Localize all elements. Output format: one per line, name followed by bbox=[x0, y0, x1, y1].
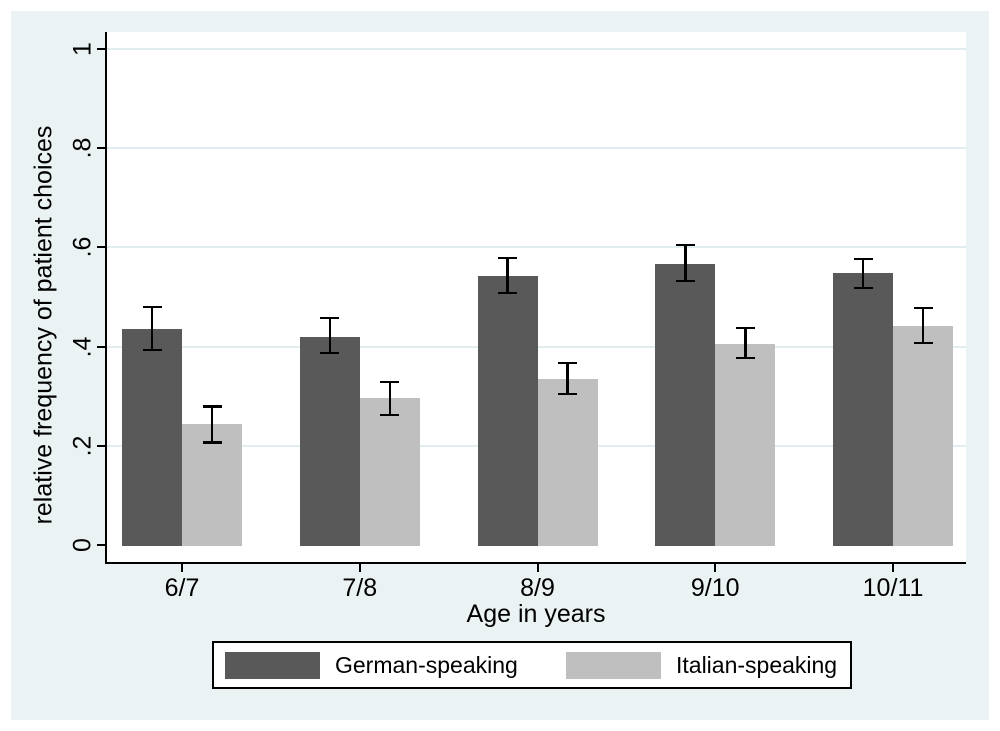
error-bar-cap bbox=[320, 351, 340, 355]
bar-german bbox=[833, 273, 893, 546]
error-bar-cap bbox=[675, 243, 695, 247]
legend-label-italian: Italian-speaking bbox=[676, 652, 838, 678]
bar-german bbox=[299, 337, 360, 546]
x-tick bbox=[358, 564, 361, 572]
y-tick bbox=[97, 444, 105, 447]
legend-label-german: German-speaking bbox=[335, 652, 518, 678]
error-bar-cap bbox=[913, 341, 933, 345]
error-bar-line bbox=[328, 317, 331, 354]
bar-italian bbox=[893, 325, 953, 546]
bar-italian bbox=[359, 398, 420, 546]
error-bar-cap bbox=[675, 279, 695, 283]
gridline bbox=[107, 147, 966, 150]
y-tick bbox=[97, 48, 105, 50]
x-tick bbox=[714, 564, 717, 572]
x-tick-label: 6/7 bbox=[164, 574, 200, 602]
x-tick-label: 8/9 bbox=[520, 574, 555, 602]
error-bar-cap bbox=[498, 291, 517, 295]
legend-swatch-german bbox=[225, 652, 320, 679]
y-axis-title: relative frequency of patient choices bbox=[29, 125, 58, 525]
error-bar-cap bbox=[735, 356, 755, 359]
x-tick-label: 7/8 bbox=[342, 574, 378, 602]
gridline bbox=[107, 246, 966, 249]
y-tick-label: .6 bbox=[68, 236, 97, 258]
bar-german bbox=[477, 276, 538, 546]
error-bar-line bbox=[566, 362, 569, 395]
error-bar-line bbox=[921, 307, 925, 344]
x-axis-title: Age in years bbox=[466, 600, 606, 628]
y-tick-label: 0 bbox=[68, 538, 97, 552]
y-tick-label: .8 bbox=[68, 137, 97, 159]
error-bar-cap bbox=[498, 256, 517, 260]
error-bar-line bbox=[684, 244, 687, 282]
x-axis-line bbox=[105, 562, 966, 564]
error-bar-line bbox=[506, 257, 509, 294]
error-bar-cap bbox=[558, 392, 577, 396]
error-bar-line bbox=[744, 327, 747, 358]
y-tick bbox=[97, 544, 105, 546]
bar-german bbox=[655, 263, 716, 546]
y-tick bbox=[97, 246, 105, 249]
error-bar-cap bbox=[913, 306, 933, 310]
error-bar-line bbox=[150, 306, 154, 351]
error-bar-cap bbox=[142, 305, 162, 309]
gridline bbox=[107, 48, 966, 50]
bar-italian bbox=[182, 423, 242, 546]
error-bar-cap bbox=[380, 413, 400, 417]
y-tick-label: 1 bbox=[68, 42, 97, 56]
error-bar-cap bbox=[558, 361, 577, 365]
error-bar-cap bbox=[853, 257, 873, 261]
error-bar-line bbox=[861, 258, 865, 289]
x-tick bbox=[181, 564, 183, 572]
bar-italian bbox=[537, 378, 598, 546]
error-bar-cap bbox=[735, 326, 755, 330]
y-tick-label: .4 bbox=[68, 336, 97, 358]
bar-italian bbox=[715, 344, 776, 546]
x-tick-label: 9/10 bbox=[690, 574, 740, 602]
error-bar-cap bbox=[853, 286, 873, 290]
error-bar-cap bbox=[202, 441, 222, 444]
x-tick bbox=[892, 564, 894, 572]
error-bar-cap bbox=[380, 380, 400, 384]
x-tick-label: 10/11 bbox=[862, 574, 924, 602]
y-tick bbox=[97, 147, 105, 150]
bar-german bbox=[122, 329, 182, 546]
error-bar-line bbox=[210, 406, 214, 443]
x-tick bbox=[536, 564, 539, 572]
legend-swatch-italian bbox=[566, 652, 661, 679]
error-bar-cap bbox=[202, 405, 222, 408]
y-tick bbox=[97, 345, 105, 348]
legend: German-speaking Italian-speaking bbox=[212, 641, 852, 689]
error-bar-cap bbox=[320, 316, 340, 320]
y-tick-label: .2 bbox=[68, 435, 97, 457]
error-bar-line bbox=[388, 381, 391, 416]
y-axis-line bbox=[105, 32, 107, 564]
error-bar-cap bbox=[142, 348, 162, 352]
